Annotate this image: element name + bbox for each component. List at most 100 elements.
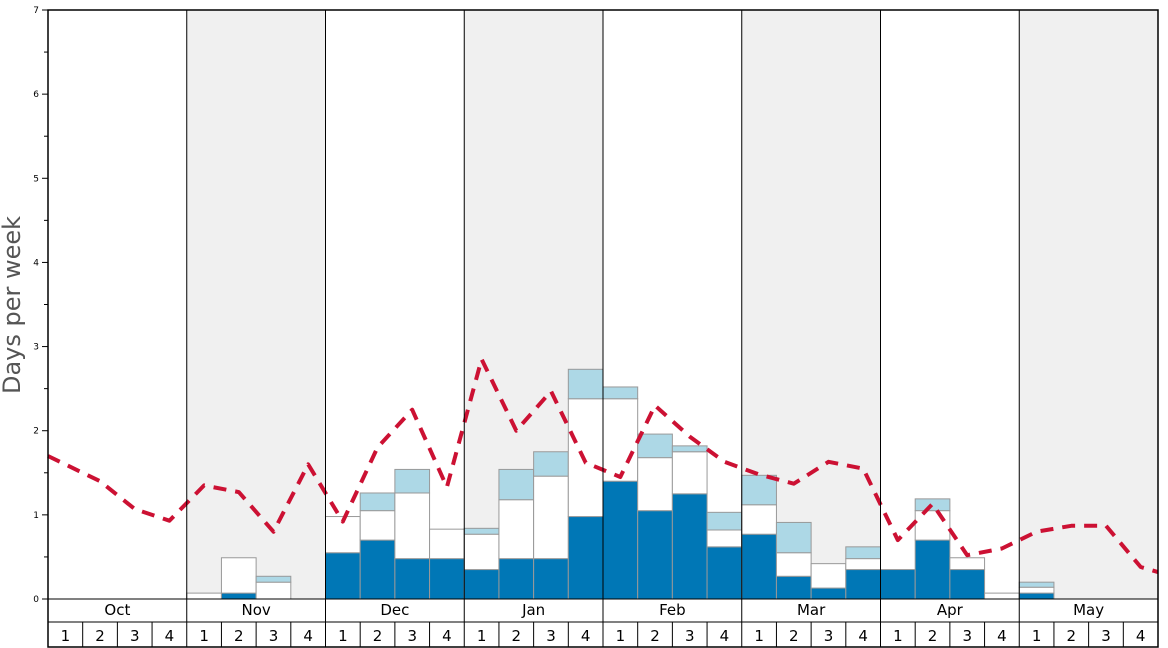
month-label: Jan <box>521 601 545 619</box>
y-tick-label: 5 <box>33 174 39 184</box>
week-label: 1 <box>477 627 487 645</box>
bar-light-segment <box>463 527 500 535</box>
week-label: 2 <box>95 627 105 645</box>
bar-light-segment <box>567 368 604 400</box>
bar-dark-segment <box>533 558 569 600</box>
bar-white-segment <box>984 592 1020 600</box>
week-label: 4 <box>581 627 591 645</box>
week-label: 3 <box>685 627 695 645</box>
bar-dark-segment <box>567 516 604 600</box>
week-label: 1 <box>754 627 764 645</box>
month-label: Feb <box>659 601 686 619</box>
bar-light-segment <box>671 445 708 453</box>
week-label: 4 <box>1136 627 1146 645</box>
stacked-bars <box>186 368 1055 600</box>
week-label: 4 <box>165 627 175 645</box>
bar-white-segment <box>463 533 500 571</box>
bar-light-segment <box>706 511 743 531</box>
bar-white-segment <box>845 558 881 571</box>
bar-white-segment <box>220 557 257 594</box>
bar-white-segment <box>671 451 708 495</box>
y-axis: 0 1 2 3 4 5 6 7 <box>33 6 48 605</box>
bar-light-segment <box>775 521 812 554</box>
bar-dark-segment <box>602 480 639 600</box>
bar-light-segment <box>741 474 777 506</box>
week-label: 3 <box>546 627 556 645</box>
week-label: 3 <box>130 627 140 645</box>
week-label: 2 <box>373 627 383 645</box>
bar-white-segment <box>914 510 951 541</box>
week-label: 4 <box>442 627 452 645</box>
bar-white-segment <box>359 510 396 541</box>
week-label: 1 <box>616 627 626 645</box>
dashed-line-series <box>47 357 1159 575</box>
week-label: 1 <box>199 627 209 645</box>
month-label: May <box>1073 601 1104 619</box>
bar-dark-segment <box>775 575 812 600</box>
bar-white-segment <box>1018 586 1055 594</box>
month-label: Oct <box>104 601 130 619</box>
y-tick-label: 3 <box>33 343 39 353</box>
y-tick-label: 6 <box>33 90 39 100</box>
week-label: 3 <box>269 627 279 645</box>
bar-dark-segment <box>394 558 431 600</box>
bar-dark-segment <box>429 558 465 600</box>
bar-dark-segment <box>949 569 986 600</box>
week-label: 1 <box>61 627 71 645</box>
bar-light-segment <box>394 468 431 494</box>
y-tick-label: 7 <box>33 6 39 16</box>
week-label: 2 <box>512 627 522 645</box>
y-tick-label: 0 <box>33 595 39 605</box>
week-label: 2 <box>1067 627 1077 645</box>
y-tick-label: 4 <box>33 258 39 268</box>
week-label: 3 <box>407 627 417 645</box>
bar-white-segment <box>775 552 812 577</box>
week-label: 3 <box>824 627 834 645</box>
week-label: 3 <box>1101 627 1111 645</box>
month-label: Apr <box>937 601 964 619</box>
bar-dark-segment <box>845 569 881 600</box>
bar-white-segment <box>741 504 777 535</box>
bar-dark-segment <box>880 569 916 600</box>
bar-white-segment <box>255 581 292 600</box>
bar-dark-segment <box>810 587 847 600</box>
bar-white-segment <box>706 529 743 548</box>
bar-white-segment <box>810 563 847 589</box>
bar-light-segment <box>498 468 535 501</box>
bar-light-segment <box>637 433 673 459</box>
week-label: 1 <box>338 627 348 645</box>
bar-white-segment <box>949 557 986 571</box>
week-label: 1 <box>893 627 903 645</box>
week-label: 4 <box>303 627 313 645</box>
bar-dark-segment <box>325 552 361 600</box>
bar-dark-segment <box>220 592 257 600</box>
month-label: Dec <box>380 601 409 619</box>
bar-white-segment <box>602 398 639 482</box>
bar-white-segment <box>533 475 569 560</box>
week-label: 4 <box>997 627 1007 645</box>
bar-dark-segment <box>463 569 500 600</box>
week-label: 4 <box>720 627 730 645</box>
y-tick-label: 2 <box>33 427 39 437</box>
y-axis-label: Days per week <box>0 216 26 394</box>
bar-dark-segment <box>498 558 535 600</box>
week-label: 2 <box>789 627 799 645</box>
week-label: 3 <box>962 627 972 645</box>
bar-dark-segment <box>1018 592 1055 600</box>
bar-dark-segment <box>359 539 396 600</box>
bar-white-segment <box>394 492 431 560</box>
bar-light-segment <box>602 386 639 400</box>
week-label: 1 <box>1032 627 1042 645</box>
month-label: Nov <box>241 601 270 619</box>
bar-dark-segment <box>706 546 743 600</box>
week-label: 4 <box>858 627 868 645</box>
month-band-may <box>1019 10 1158 599</box>
bar-light-segment <box>533 451 569 477</box>
bar-white-segment <box>186 592 222 600</box>
week-label: 2 <box>234 627 244 645</box>
bar-dark-segment <box>914 539 951 600</box>
bar-dark-segment <box>637 510 673 600</box>
bar-white-segment <box>637 457 673 512</box>
bar-dark-segment <box>671 493 708 600</box>
